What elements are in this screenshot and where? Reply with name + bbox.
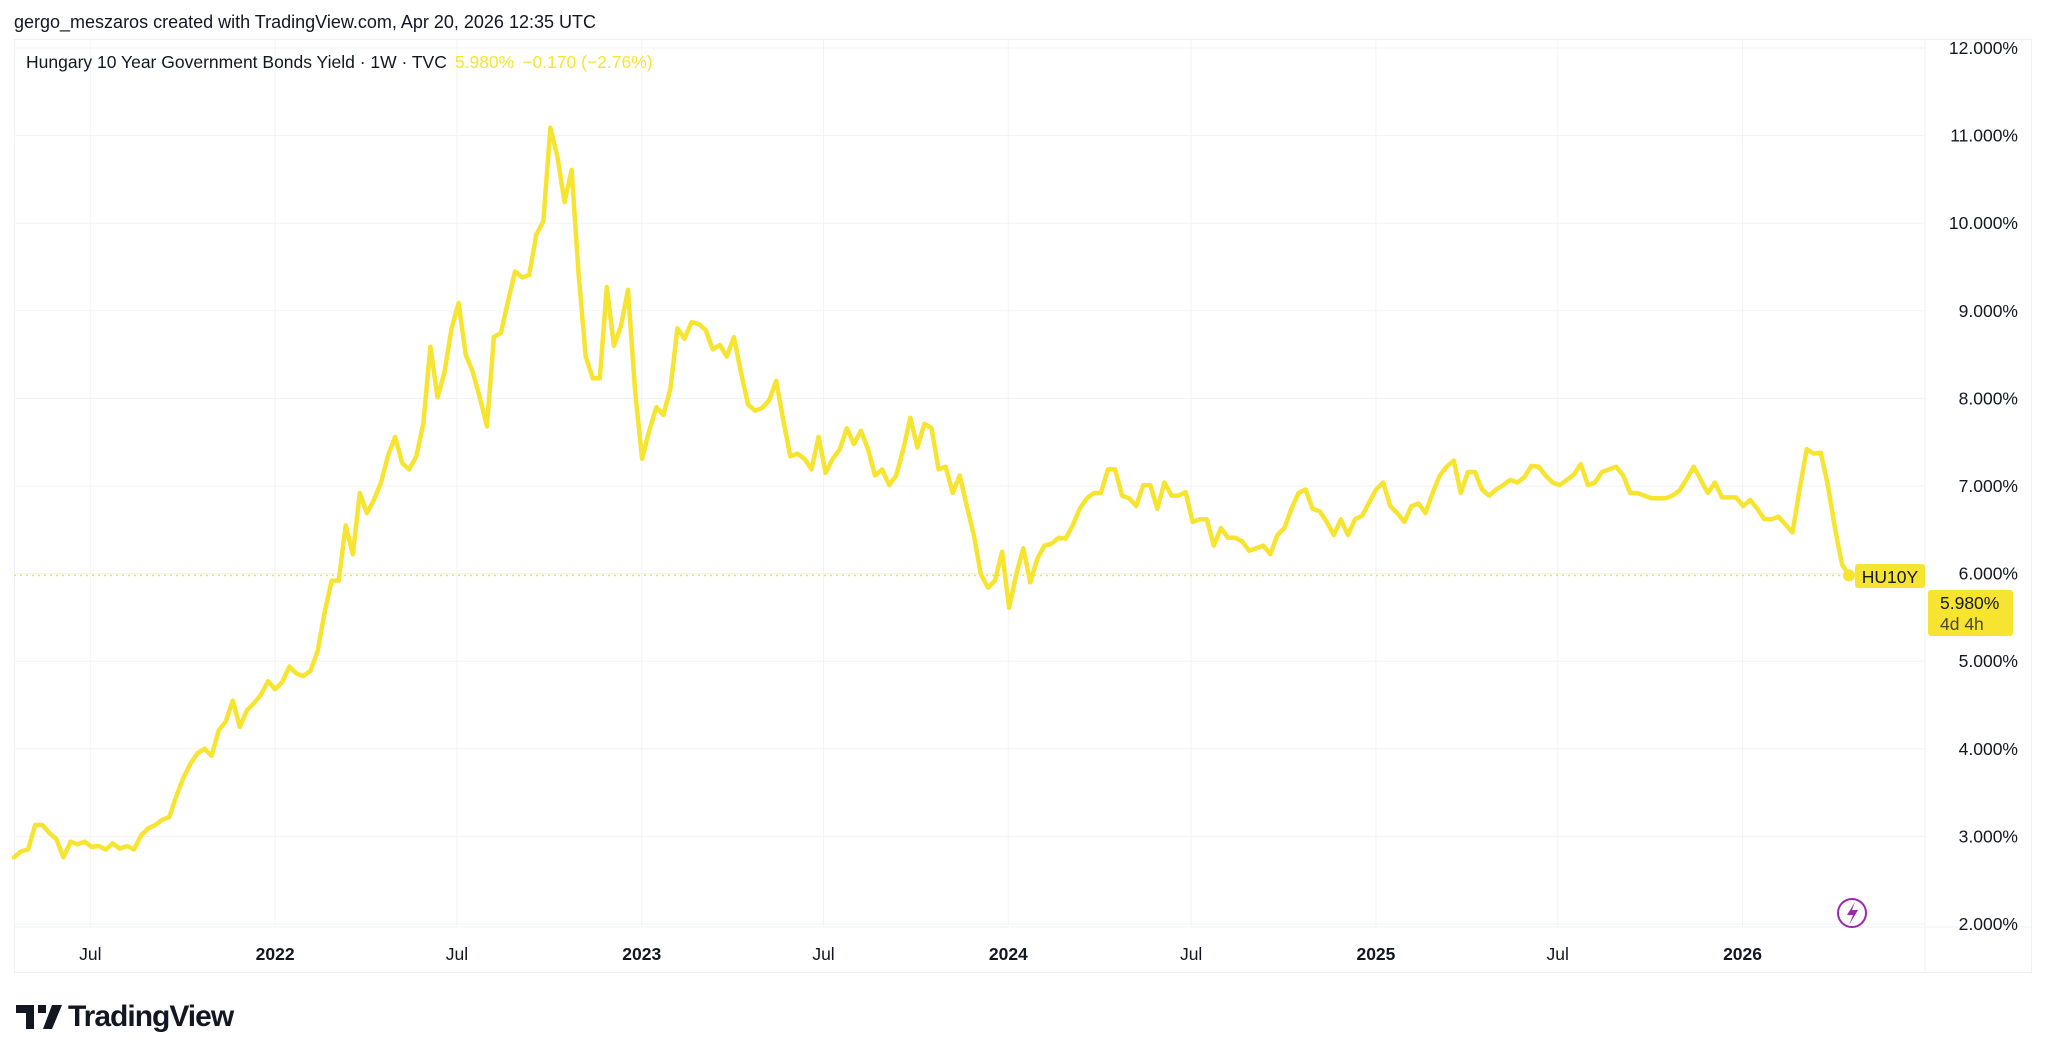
yield-line-series	[11, 125, 1852, 860]
series-legend: Hungary 10 Year Government Bonds Yield ·…	[26, 52, 653, 73]
price-tick-label: 4.000%	[1959, 739, 2018, 759]
chart-credit: gergo_meszaros created with TradingView.…	[14, 12, 596, 32]
time-tick-label: Jul	[79, 944, 101, 964]
grid	[14, 39, 1925, 927]
tradingview-logo-icon	[16, 1005, 62, 1029]
price-tick-label: 2.000%	[1959, 914, 2018, 934]
price-tick-label: 7.000%	[1959, 476, 2018, 496]
time-tick-label: 2026	[1723, 944, 1762, 964]
symbol-text: HU10Y	[1862, 567, 1919, 587]
time-tick-label: Jul	[446, 944, 468, 964]
price-tick-label: 5.000%	[1959, 651, 2018, 671]
last-price-label: 5.980% 4d 4h	[1928, 590, 2013, 636]
price-tick-label: 12.000%	[1949, 38, 2018, 58]
time-tick-label: Jul	[1180, 944, 1202, 964]
chart-frame	[14, 39, 2032, 973]
last-point-marker	[1843, 569, 1855, 582]
price-tick-label: 10.000%	[1949, 213, 2018, 233]
time-tick-label: 2024	[989, 944, 1028, 964]
price-tick-label: 11.000%	[1950, 126, 2018, 146]
legend-change: −0.170 (−2.76%)	[522, 52, 653, 72]
logo-text: TradingView	[68, 1000, 234, 1033]
legend-last-value: 5.980%	[454, 52, 515, 72]
time-tick-label: Jul	[812, 944, 834, 964]
last-price-text: 5.980%	[1940, 593, 1999, 613]
price-tick-label: 8.000%	[1959, 388, 2018, 408]
time-tick-label: 2023	[622, 944, 661, 964]
time-tick-label: Jul	[1547, 944, 1569, 964]
price-axis[interactable]: 12.000% 11.000% 10.000% 9.000% 8.000% 7.000% 6…	[1949, 38, 2018, 934]
time-axis[interactable]: Jul 2022 Jul 2023 Jul 2024 Jul 2025 Jul 2026	[79, 944, 1762, 964]
time-tick-label: 2022	[256, 944, 295, 964]
price-tick-label: 6.000%	[1959, 564, 2018, 584]
price-tick-label: 9.000%	[1959, 301, 2018, 321]
countdown-text: 4d 4h	[1940, 614, 1984, 634]
price-tick-label: 3.000%	[1959, 826, 2018, 846]
legend-title: Hungary 10 Year Government Bonds Yield ·…	[26, 52, 447, 72]
alert-lightning-icon[interactable]	[1837, 898, 1867, 928]
symbol-label: HU10Y	[1855, 564, 1925, 588]
tradingview-logo[interactable]: TradingView	[16, 1000, 234, 1034]
time-tick-label: 2025	[1356, 944, 1395, 964]
